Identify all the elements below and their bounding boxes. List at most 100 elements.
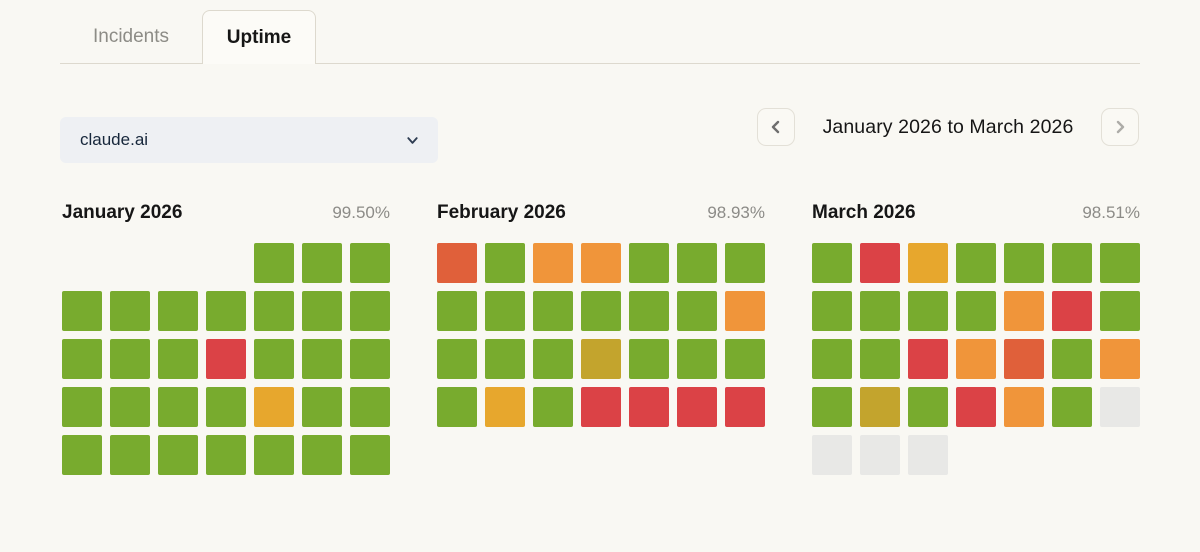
day-cell[interactable] — [350, 435, 390, 475]
day-cell[interactable] — [860, 387, 900, 427]
day-cell[interactable] — [1052, 291, 1092, 331]
month-header: January 2026 99.50% — [62, 202, 390, 230]
day-cell[interactable] — [206, 291, 246, 331]
day-cell[interactable] — [629, 339, 669, 379]
month-uptime-percentage: 99.50% — [332, 203, 390, 222]
day-cell[interactable] — [62, 291, 102, 331]
day-cell[interactable] — [533, 243, 573, 283]
day-cell[interactable] — [860, 435, 900, 475]
day-cell[interactable] — [860, 339, 900, 379]
day-cell[interactable] — [908, 435, 948, 475]
day-cell[interactable] — [206, 339, 246, 379]
day-cell[interactable] — [677, 387, 717, 427]
day-cell[interactable] — [1100, 291, 1140, 331]
monitor-dropdown[interactable]: claude.ai — [60, 117, 438, 163]
day-cell[interactable] — [956, 243, 996, 283]
day-cell[interactable] — [956, 387, 996, 427]
day-cell[interactable] — [860, 243, 900, 283]
day-cell[interactable] — [437, 291, 477, 331]
day-cell[interactable] — [533, 339, 573, 379]
day-cell[interactable] — [437, 243, 477, 283]
day-cell[interactable] — [1052, 243, 1092, 283]
day-cell[interactable] — [485, 339, 525, 379]
next-range-button[interactable] — [1101, 108, 1139, 146]
day-cell[interactable] — [1052, 339, 1092, 379]
day-cell[interactable] — [725, 387, 765, 427]
day-cell[interactable] — [110, 339, 150, 379]
day-cell[interactable] — [629, 387, 669, 427]
day-cell[interactable] — [677, 339, 717, 379]
day-cell[interactable] — [254, 339, 294, 379]
day-cell[interactable] — [437, 387, 477, 427]
day-cell[interactable] — [908, 243, 948, 283]
day-cell[interactable] — [1100, 387, 1140, 427]
day-cell[interactable] — [629, 291, 669, 331]
day-cell[interactable] — [1004, 339, 1044, 379]
day-cell[interactable] — [206, 387, 246, 427]
day-cell[interactable] — [725, 291, 765, 331]
day-cell[interactable] — [908, 339, 948, 379]
day-cell[interactable] — [254, 387, 294, 427]
day-cell[interactable] — [302, 387, 342, 427]
day-cell[interactable] — [581, 339, 621, 379]
day-cell[interactable] — [860, 291, 900, 331]
prev-range-button[interactable] — [757, 108, 795, 146]
tab-uptime[interactable]: Uptime — [202, 10, 316, 64]
day-cell[interactable] — [677, 243, 717, 283]
tab-incidents[interactable]: Incidents — [92, 26, 170, 47]
day-cell[interactable] — [350, 387, 390, 427]
day-cell[interactable] — [1100, 339, 1140, 379]
day-cell[interactable] — [254, 435, 294, 475]
day-cell[interactable] — [62, 339, 102, 379]
day-cell[interactable] — [1100, 243, 1140, 283]
month-header: March 2026 98.51% — [812, 202, 1140, 230]
day-cell[interactable] — [350, 291, 390, 331]
day-cell[interactable] — [206, 435, 246, 475]
day-cell[interactable] — [485, 387, 525, 427]
day-cell[interactable] — [812, 387, 852, 427]
day-cell[interactable] — [725, 339, 765, 379]
day-cell[interactable] — [485, 243, 525, 283]
day-cell[interactable] — [485, 291, 525, 331]
day-cell[interactable] — [812, 243, 852, 283]
day-cell[interactable] — [110, 435, 150, 475]
day-cell[interactable] — [62, 387, 102, 427]
day-cell[interactable] — [302, 435, 342, 475]
day-cell[interactable] — [812, 339, 852, 379]
day-cell[interactable] — [158, 339, 198, 379]
day-cell[interactable] — [908, 291, 948, 331]
day-cell[interactable] — [350, 243, 390, 283]
chevron-left-icon — [768, 119, 784, 135]
day-cell[interactable] — [62, 435, 102, 475]
day-cell[interactable] — [812, 291, 852, 331]
day-cell[interactable] — [110, 291, 150, 331]
date-range-label: January 2026 to March 2026 — [822, 115, 1074, 138]
day-cell[interactable] — [302, 291, 342, 331]
day-cell[interactable] — [158, 387, 198, 427]
day-cell[interactable] — [158, 291, 198, 331]
day-cell[interactable] — [1052, 387, 1092, 427]
day-cell[interactable] — [956, 339, 996, 379]
day-cell[interactable] — [677, 291, 717, 331]
day-cell[interactable] — [581, 243, 621, 283]
day-cell[interactable] — [1004, 243, 1044, 283]
day-cell[interactable] — [908, 387, 948, 427]
day-cell[interactable] — [1004, 387, 1044, 427]
day-cell[interactable] — [725, 243, 765, 283]
day-cell[interactable] — [956, 291, 996, 331]
day-cell[interactable] — [302, 339, 342, 379]
day-cell[interactable] — [110, 387, 150, 427]
day-cell[interactable] — [581, 291, 621, 331]
day-cell[interactable] — [812, 435, 852, 475]
day-cell[interactable] — [302, 243, 342, 283]
day-cell[interactable] — [350, 339, 390, 379]
day-cell[interactable] — [581, 387, 621, 427]
day-cell[interactable] — [437, 339, 477, 379]
day-cell[interactable] — [1004, 291, 1044, 331]
day-cell[interactable] — [254, 243, 294, 283]
day-cell[interactable] — [158, 435, 198, 475]
day-cell[interactable] — [629, 243, 669, 283]
day-cell[interactable] — [254, 291, 294, 331]
day-cell[interactable] — [533, 291, 573, 331]
day-cell[interactable] — [533, 387, 573, 427]
